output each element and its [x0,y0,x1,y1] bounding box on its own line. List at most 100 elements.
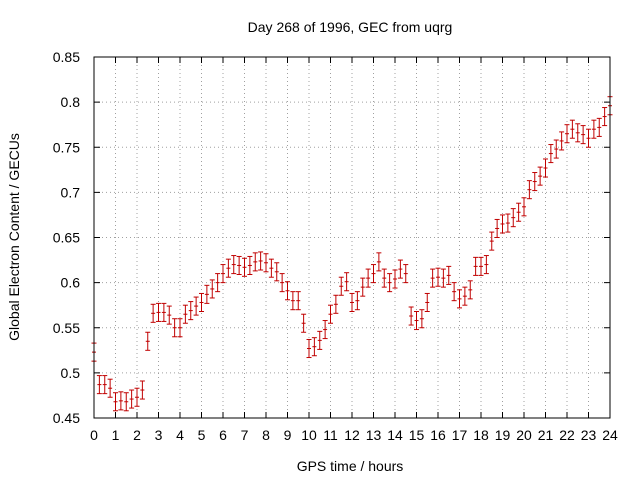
data-point [252,252,258,272]
data-point [285,281,290,301]
x-tick-label: 22 [559,427,575,443]
data-point [182,304,188,324]
data-point [381,268,387,288]
data-point [408,306,414,326]
y-tick-label: 0.7 [61,184,81,200]
data-point [193,296,199,316]
data-point [360,277,366,297]
data-point [478,256,484,276]
y-tick-label: 0.6 [61,275,81,291]
x-tick-label: 15 [409,427,425,443]
data-point [258,251,264,271]
data-point [580,125,586,145]
data-point [156,302,161,322]
data-point [317,330,323,350]
data-point [414,311,419,331]
data-point [328,304,333,324]
data-point [365,268,371,288]
data-point [344,272,350,292]
data-point [392,269,398,289]
y-tick-label: 0.55 [53,320,80,336]
data-point [338,276,344,296]
y-tick-label: 0.75 [53,139,80,155]
x-tick-label: 1 [112,427,120,443]
data-point [129,389,135,409]
data-point [446,265,452,285]
data-point [575,123,581,143]
data-point [301,313,307,333]
data-point [215,273,221,293]
x-tick-label: 16 [430,427,446,443]
data-point [602,107,608,127]
data-point [172,318,178,338]
y-tick-label: 0.85 [53,49,80,65]
data-point [526,180,532,200]
data-point [510,208,516,228]
data-point [113,392,118,412]
x-tick-label: 5 [198,427,206,443]
data-point [220,264,226,284]
data-point [457,289,462,309]
y-tick-label: 0.45 [53,410,80,426]
data-point [349,292,355,313]
data-point [397,259,403,279]
data-point [118,391,124,411]
data-point [295,291,301,311]
data-point [521,197,527,217]
data-point [247,255,253,276]
data-point [354,291,360,311]
data-point [440,268,446,288]
x-tick-label: 3 [155,427,163,443]
x-tick-label: 8 [262,427,270,443]
data-point [177,318,183,338]
data-point [150,303,156,323]
data-point [451,282,457,302]
data-point [225,258,231,278]
data-point [553,139,559,159]
data-point [204,284,210,304]
data-point [483,255,489,275]
data-point [430,268,436,288]
data-point [494,218,500,238]
data-point [290,291,296,311]
data-point [516,202,522,222]
x-tick-label: 7 [241,427,249,443]
x-tick-label: 23 [581,427,597,443]
data-point [279,273,285,293]
x-tick-label: 6 [219,427,227,443]
data-point [403,264,409,284]
data-point [500,214,505,234]
data-point [387,273,393,293]
x-tick-label: 12 [344,427,360,443]
data-point [559,131,565,151]
x-tick-label: 17 [452,427,468,443]
data-point [209,279,215,299]
data-point [435,267,441,287]
data-point [564,124,570,144]
x-tick-label: 20 [516,427,532,443]
x-tick-label: 11 [323,427,338,443]
data-point [145,331,151,351]
data-point [462,286,468,306]
data-point [591,119,597,139]
data-point [537,166,543,186]
data-point [236,255,242,276]
x-tick-label: 18 [473,427,489,443]
x-tick-label: 19 [495,427,511,443]
data-point [107,378,113,398]
x-tick-label: 13 [366,427,382,443]
data-point [376,252,382,272]
x-tick-label: 2 [133,427,141,443]
data-points [91,96,613,412]
data-point [311,337,317,357]
data-point [188,301,194,321]
data-point [333,294,339,314]
data-point [139,380,145,400]
data-point [96,375,102,395]
data-point [242,257,247,277]
x-tick-label: 24 [602,427,618,443]
data-point [505,213,511,233]
data-point [419,309,425,329]
grid-lines [94,57,610,418]
